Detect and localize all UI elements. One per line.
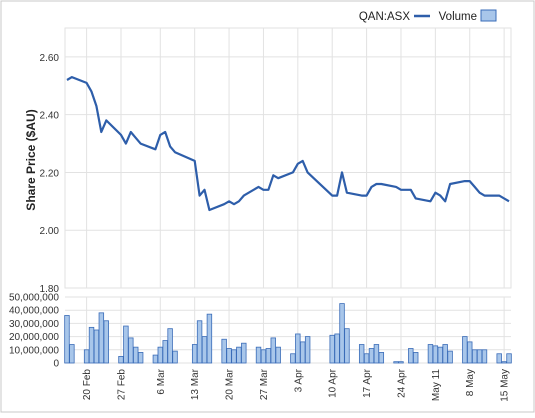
x-tick-label: 8 May bbox=[465, 369, 476, 396]
volume-bar bbox=[137, 352, 144, 364]
volume-bar bbox=[413, 352, 419, 364]
price-tick-label: 2.60 bbox=[40, 53, 60, 64]
volume-axis-ticks: 0 10,000,000 20,000,000 30,000,000 40,000,00… bbox=[9, 293, 60, 370]
price-grid bbox=[64, 27, 512, 289]
price-tick-label: 1.80 bbox=[40, 284, 60, 295]
volume-bar bbox=[358, 344, 365, 364]
legend-line-label: QAN:ASX bbox=[359, 11, 410, 23]
x-tick-label: 15 May bbox=[500, 369, 511, 402]
x-tick-label: 6 Mar bbox=[156, 368, 167, 394]
legend: QAN:ASX Volume bbox=[359, 9, 497, 23]
volume-bar bbox=[201, 336, 208, 364]
volume-tick-label: 50,000,000 bbox=[9, 293, 59, 304]
volume-bar bbox=[368, 348, 375, 364]
volume-bar bbox=[398, 361, 404, 364]
volume-bars bbox=[64, 303, 512, 364]
price-tick-label: 2.00 bbox=[40, 226, 60, 237]
volume-bar bbox=[501, 361, 507, 364]
volume-bar bbox=[221, 338, 227, 364]
volume-bar bbox=[295, 333, 301, 364]
x-tick-label: 20 Feb bbox=[82, 369, 93, 401]
volume-bar bbox=[334, 333, 340, 364]
volume-bar bbox=[128, 337, 134, 364]
volume-bar bbox=[162, 340, 168, 364]
volume-bar bbox=[447, 350, 453, 364]
legend-bar-label: Volume bbox=[439, 11, 477, 23]
volume-bar bbox=[133, 346, 139, 364]
x-tick-label: May 11 bbox=[431, 369, 442, 401]
price-line bbox=[66, 76, 510, 212]
x-tick-label: 3 Apr bbox=[293, 368, 304, 392]
volume-bar bbox=[152, 354, 159, 364]
volume-bar bbox=[378, 352, 385, 364]
volume-tick-label: 30,000,000 bbox=[9, 319, 59, 330]
x-tick-label: 10 Apr bbox=[328, 368, 339, 398]
x-axis-ticks: 20 Feb 27 Feb 6 Mar 13 Mar 20 Mar 27 Mar 3 Apr… bbox=[82, 368, 511, 401]
volume-bar bbox=[462, 336, 468, 364]
volume-bar bbox=[69, 344, 75, 364]
x-tick-label: 20 Mar bbox=[225, 368, 236, 400]
volume-bar bbox=[270, 337, 276, 364]
volume-bar bbox=[103, 320, 109, 364]
volume-bar bbox=[304, 336, 311, 364]
volume-bar bbox=[300, 341, 306, 364]
volume-bar bbox=[236, 346, 242, 364]
volume-bar bbox=[481, 349, 488, 364]
volume-bar bbox=[196, 320, 203, 364]
volume-bar bbox=[191, 344, 198, 364]
volume-bar bbox=[329, 334, 335, 364]
volume-bar bbox=[265, 348, 272, 364]
volume-bar bbox=[88, 326, 95, 364]
volume-bar bbox=[427, 344, 434, 364]
x-tick-label: 27 Mar bbox=[259, 368, 270, 400]
volume-bar bbox=[408, 348, 414, 364]
volume-tick-label: 10,000,000 bbox=[9, 345, 59, 356]
volume-bar bbox=[83, 349, 90, 364]
volume-tick-label: 0 bbox=[53, 359, 59, 370]
volume-tick-label: 20,000,000 bbox=[9, 332, 59, 343]
volume-bar bbox=[363, 353, 370, 364]
volume-bar bbox=[226, 348, 232, 364]
volume-bar bbox=[172, 350, 178, 364]
volume-bar bbox=[167, 328, 173, 364]
volume-bar bbox=[442, 344, 448, 364]
price-axis-ticks: 1.80 2.00 2.20 2.40 2.60 bbox=[40, 53, 60, 295]
volume-bar bbox=[437, 346, 443, 364]
volume-bar bbox=[118, 355, 124, 364]
volume-bar bbox=[467, 341, 473, 364]
volume-bar bbox=[93, 329, 100, 364]
volume-bar bbox=[231, 349, 237, 364]
volume-bar bbox=[275, 346, 281, 364]
volume-bar bbox=[157, 346, 163, 364]
price-tick-label: 2.20 bbox=[40, 168, 60, 179]
volume-bar bbox=[432, 345, 439, 364]
volume-bar bbox=[206, 313, 213, 364]
volume-bar bbox=[64, 315, 70, 364]
volume-bar bbox=[98, 312, 105, 364]
volume-bar bbox=[373, 344, 380, 364]
price-tick-label: 2.40 bbox=[40, 111, 60, 122]
volume-bar bbox=[290, 353, 296, 364]
volume-bar bbox=[260, 349, 267, 364]
volume-bar bbox=[241, 342, 247, 364]
volume-bar bbox=[506, 353, 512, 364]
volume-bar bbox=[339, 303, 345, 364]
x-tick-label: 17 Apr bbox=[362, 368, 373, 398]
x-tick-label: 13 Mar bbox=[190, 368, 201, 400]
volume-bar bbox=[476, 349, 483, 364]
price-axis-label: Share Price ($AU) bbox=[24, 109, 38, 210]
volume-bar bbox=[496, 353, 502, 364]
volume-bar bbox=[344, 328, 350, 364]
x-tick-label: 27 Feb bbox=[116, 369, 127, 401]
volume-bar bbox=[471, 349, 478, 364]
volume-bar bbox=[255, 346, 262, 364]
volume-tick-label: 40,000,000 bbox=[9, 306, 59, 317]
legend-bar-swatch bbox=[480, 9, 497, 22]
x-tick-label: 24 Apr bbox=[396, 368, 407, 398]
volume-bar bbox=[393, 361, 399, 364]
volume-bar bbox=[123, 325, 129, 364]
